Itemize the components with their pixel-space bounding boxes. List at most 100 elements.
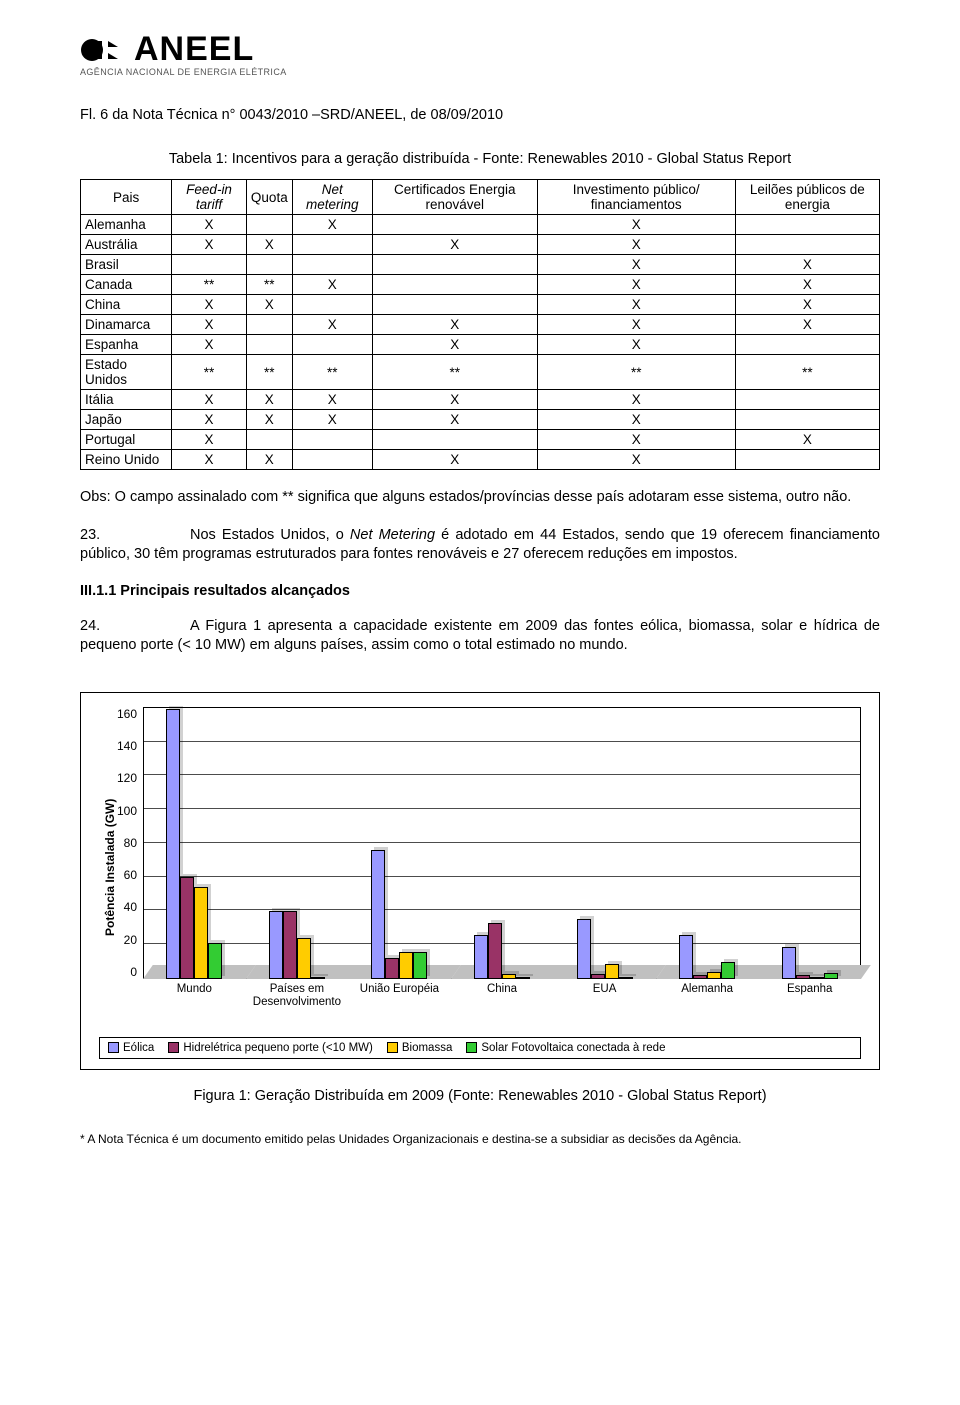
bar (180, 877, 194, 979)
cell: X (537, 390, 735, 410)
legend-label: Hidrelétrica pequeno porte (<10 MW) (183, 1042, 373, 1054)
y-axis-label: Potência Instalada (GW) (99, 707, 117, 1027)
bar (721, 962, 735, 979)
table-row: PortugalXXX (81, 430, 880, 450)
cell: X (246, 295, 292, 315)
logo-header: ANEEL AGÊNCIA NACIONAL DE ENERGIA ELÉTRI… (80, 30, 880, 77)
bar-groups (143, 707, 861, 979)
cell: X (372, 315, 537, 335)
legend-swatch (387, 1042, 398, 1053)
table-row: Reino UnidoXXXX (81, 450, 880, 470)
cell-country: Alemanha (81, 215, 172, 235)
footnote: * A Nota Técnica é um documento emitido … (80, 1132, 880, 1146)
cell: ** (172, 355, 247, 390)
bar (283, 911, 297, 979)
bar (516, 977, 530, 979)
cell: ** (172, 275, 247, 295)
bar-group (348, 707, 451, 979)
cell: X (537, 315, 735, 335)
aneel-logo-icon (80, 35, 128, 65)
bar (399, 952, 413, 979)
cell: X (292, 275, 372, 295)
legend-label: Eólica (123, 1042, 154, 1054)
legend-swatch (466, 1042, 477, 1053)
cell (246, 335, 292, 355)
plot-area: MundoPaíses em DesenvolvimentoUnião Euro… (143, 707, 861, 1027)
cell (372, 215, 537, 235)
cell: X (537, 235, 735, 255)
cell (372, 295, 537, 315)
page-reference: Fl. 6 da Nota Técnica n° 0043/2010 –SRD/… (80, 107, 880, 123)
cell (735, 450, 879, 470)
bar (619, 977, 633, 979)
bar (297, 938, 311, 979)
x-label: União Européia (348, 979, 451, 1027)
cell: X (246, 235, 292, 255)
cell (735, 215, 879, 235)
cell: X (172, 215, 247, 235)
cell-country: Portugal (81, 430, 172, 450)
cell: X (537, 295, 735, 315)
cell: X (735, 275, 879, 295)
cell: X (292, 410, 372, 430)
table-row: ChinaXXXX (81, 295, 880, 315)
cell (292, 255, 372, 275)
th-inv: Investimento público/ financiamentos (537, 180, 735, 215)
x-label: Alemanha (656, 979, 759, 1027)
cell: ** (246, 355, 292, 390)
cell (172, 255, 247, 275)
y-tick: 60 (124, 868, 137, 882)
cell: ** (246, 275, 292, 295)
bar-group (553, 707, 656, 979)
brand-tagline: AGÊNCIA NACIONAL DE ENERGIA ELÉTRICA (80, 67, 880, 77)
legend-item: Solar Fotovoltaica conectada à rede (466, 1042, 665, 1054)
chart-inner: Potência Instalada (GW) 1601401201008060… (99, 707, 861, 1027)
cell (246, 315, 292, 335)
th-leiloes: Leilões públicos de energia (735, 180, 879, 215)
table-row: JapãoXXXXX (81, 410, 880, 430)
y-tick: 0 (130, 965, 137, 979)
bar (824, 973, 838, 979)
cell-country: Reino Unido (81, 450, 172, 470)
cell: ** (372, 355, 537, 390)
cell (246, 215, 292, 235)
cell: X (246, 450, 292, 470)
bar-group (143, 707, 246, 979)
table-obs: Obs: O campo assinalado com ** significa… (80, 488, 880, 508)
cell (292, 430, 372, 450)
cell: X (372, 390, 537, 410)
cell: X (537, 410, 735, 430)
table-row: Canada****XXX (81, 275, 880, 295)
cell (292, 235, 372, 255)
chart-frame: Potência Instalada (GW) 1601401201008060… (80, 692, 880, 1070)
bar (707, 972, 721, 979)
cell: X (292, 390, 372, 410)
cell: X (172, 295, 247, 315)
cell (292, 295, 372, 315)
cell: X (172, 450, 247, 470)
cell (372, 275, 537, 295)
cell-country: Austrália (81, 235, 172, 255)
cell (292, 450, 372, 470)
bar (474, 935, 488, 979)
logo-row: ANEEL (80, 30, 880, 69)
y-tick: 120 (117, 771, 137, 785)
cell: X (172, 430, 247, 450)
bar (488, 923, 502, 979)
brand-name: ANEEL (134, 30, 254, 69)
bar (577, 919, 591, 979)
legend-item: Biomassa (387, 1042, 453, 1054)
x-label: Espanha (758, 979, 861, 1027)
legend-label: Solar Fotovoltaica conectada à rede (481, 1042, 665, 1054)
legend-item: Eólica (108, 1042, 154, 1054)
bar-group (656, 707, 759, 979)
figure-caption: Figura 1: Geração Distribuída em 2009 (F… (80, 1088, 880, 1104)
para-24-num: 24. (80, 617, 190, 637)
cell (372, 255, 537, 275)
y-tick: 100 (117, 804, 137, 818)
cell: X (292, 315, 372, 335)
cell: X (537, 450, 735, 470)
cell: X (372, 450, 537, 470)
para-23: 23.Nos Estados Unidos, o Net Metering é … (80, 526, 880, 565)
cell-country: Japão (81, 410, 172, 430)
